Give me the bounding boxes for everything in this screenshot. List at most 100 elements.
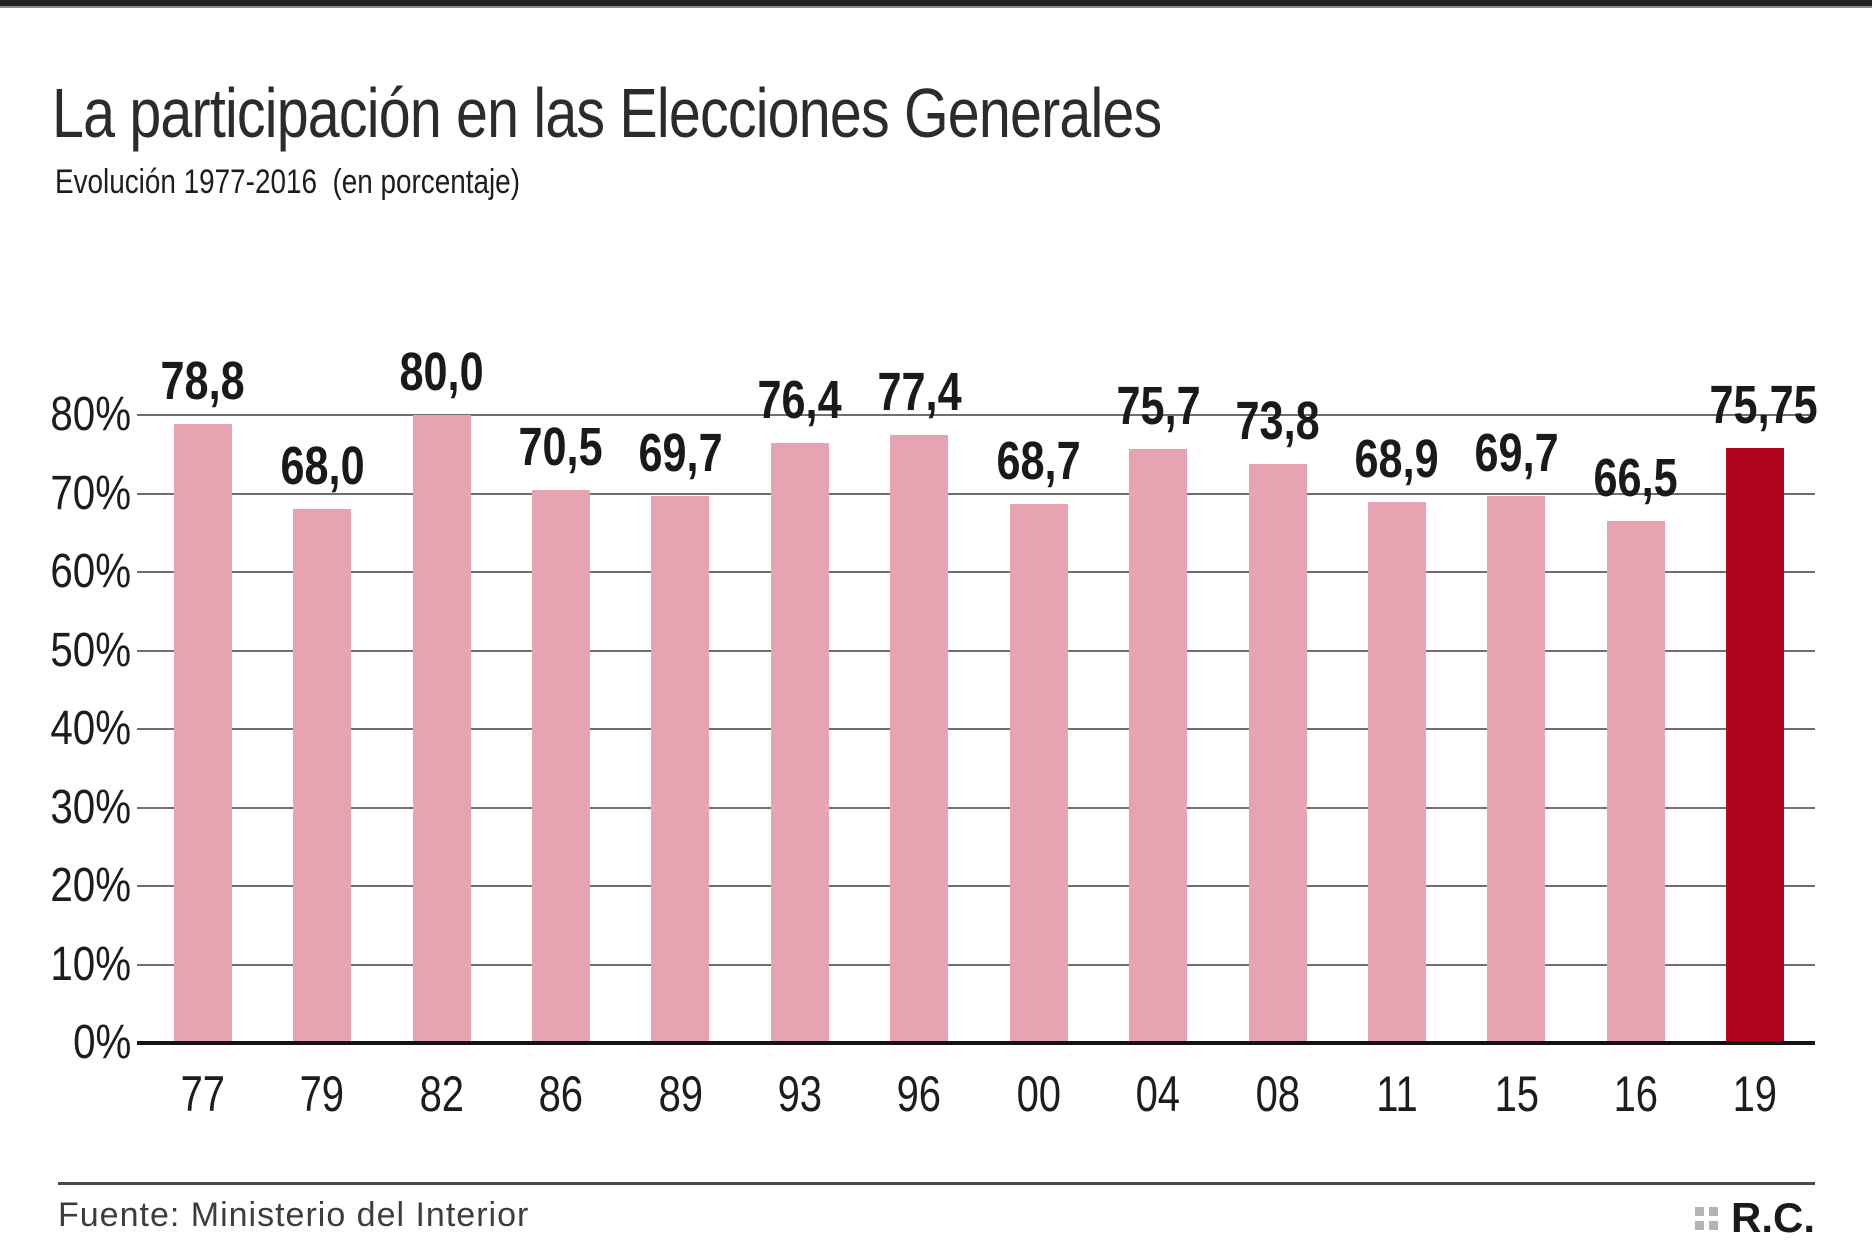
x-axis-label-text: 16 (1613, 1066, 1659, 1122)
bar-value-label: 76,4 (740, 373, 859, 427)
top-border-rule (0, 0, 1872, 8)
y-axis-label: 20% (0, 860, 131, 912)
y-axis-label-text: 50% (50, 623, 131, 677)
x-axis-label-text: 04 (1135, 1066, 1181, 1122)
logo-text: R.C. (1731, 1194, 1815, 1241)
bar-value-label: 78,8 (143, 354, 262, 408)
bar-value-label: 68,9 (1337, 432, 1456, 486)
x-axis-label: 00 (979, 1068, 1098, 1120)
y-axis-label: 60% (0, 546, 131, 598)
bar-value-label: 68,7 (979, 434, 1098, 488)
x-axis-label-text: 77 (180, 1066, 225, 1122)
bar-value-label: 70,5 (501, 420, 620, 474)
x-axis-label: 93 (740, 1068, 859, 1120)
bar-value-label: 66,5 (1576, 451, 1695, 505)
bar-value-text: 78,8 (160, 351, 245, 412)
y-axis-label-text: 0% (72, 1016, 131, 1069)
x-axis-label: 08 (1218, 1068, 1337, 1120)
x-axis-label: 19 (1696, 1068, 1815, 1120)
x-axis-label-text: 82 (419, 1066, 464, 1122)
y-axis-label-text: 30% (50, 780, 131, 834)
x-axis-label: 11 (1337, 1068, 1456, 1120)
x-axis-label-text: 86 (538, 1066, 584, 1122)
y-gridline (137, 571, 1815, 573)
source-text: Fuente: Ministerio del Interior (58, 1196, 529, 1235)
bar-value-text: 77,4 (877, 362, 962, 423)
y-gridline (137, 492, 1815, 495)
bar-value-text: 66,5 (1593, 447, 1678, 508)
bar-value-text: 68,0 (280, 436, 365, 497)
bar-96 (890, 435, 949, 1043)
x-axis-label: 82 (382, 1068, 501, 1120)
x-axis-label-text: 96 (897, 1066, 942, 1122)
bar-value-text: 73,8 (1235, 390, 1320, 451)
bar-value-label: 69,7 (621, 426, 740, 480)
y-axis-label: 50% (0, 623, 131, 677)
y-axis-label: 10% (0, 937, 131, 991)
x-axis-label: 96 (860, 1068, 979, 1120)
x-axis-label: 77 (143, 1068, 262, 1120)
bar-value-label: 68,0 (262, 439, 381, 493)
y-gridline (137, 806, 1815, 809)
bar-value-label: 75,7 (1098, 379, 1217, 433)
y-axis-label: 80% (0, 389, 131, 441)
y-gridline (137, 885, 1815, 887)
bar-value-text: 69,7 (638, 422, 723, 483)
source-text-label: Fuente: Ministerio del Interior (58, 1196, 530, 1234)
y-axis-label: 40% (0, 703, 131, 755)
y-axis-label-text: 20% (50, 859, 131, 912)
x-axis-label-text: 08 (1255, 1066, 1300, 1122)
y-gridline (137, 414, 1815, 416)
y-axis-label-text: 10% (50, 937, 131, 991)
bar-77 (173, 424, 232, 1043)
bar-value-text: 70,5 (518, 416, 604, 477)
y-gridline (137, 649, 1815, 652)
bar-89 (651, 495, 710, 1043)
bar-00 (1009, 503, 1068, 1043)
bar-82 (412, 415, 471, 1043)
bar-value-text: 69,7 (1474, 422, 1559, 483)
bar-11 (1368, 502, 1426, 1043)
x-axis-label-text: 00 (1016, 1066, 1061, 1122)
bar-value-label: 80,0 (382, 345, 501, 399)
x-axis-label: 89 (621, 1068, 740, 1120)
bar-79 (293, 509, 352, 1043)
bar-value-text: 75,7 (1116, 375, 1201, 436)
y-axis-label-text: 80% (50, 388, 131, 441)
rc-logo: R.C. (1695, 1194, 1815, 1242)
x-axis-label-text: 19 (1733, 1066, 1778, 1122)
bar-86 (532, 489, 590, 1043)
bar-value-text: 68,7 (996, 430, 1081, 491)
chart-subtitle: Evolución 1977-2016 (en porcentaje) (55, 163, 622, 202)
bar-value-text: 68,9 (1354, 429, 1440, 490)
y-axis-label: 30% (0, 780, 131, 834)
x-axis-label-text: 15 (1494, 1066, 1539, 1122)
bar-93 (770, 443, 829, 1043)
bar-value-label: 77,4 (860, 365, 979, 419)
x-axis-label-text: 93 (777, 1066, 823, 1122)
bar-value-text: 76,4 (757, 370, 842, 431)
y-axis-label-text: 40% (50, 702, 131, 755)
bar-value-text: 75,75 (1709, 375, 1818, 436)
bar-value-label: 73,8 (1218, 394, 1337, 448)
x-axis-label: 15 (1457, 1068, 1576, 1120)
logo-squares-icon (1695, 1206, 1718, 1230)
y-axis-label-text: 70% (50, 466, 131, 520)
y-gridline (137, 963, 1815, 966)
page-title: La participación en las Elecciones Gener… (52, 73, 1405, 153)
x-axis-label: 79 (262, 1068, 381, 1120)
y-axis-label: 70% (0, 466, 131, 520)
y-gridline (137, 728, 1815, 730)
bar-04 (1129, 448, 1188, 1043)
x-axis-label: 04 (1098, 1068, 1217, 1120)
y-axis-label: 0% (0, 1017, 131, 1069)
bar-value-label: 69,7 (1457, 426, 1576, 480)
y-axis-label-text: 60% (50, 545, 131, 598)
bar-19 (1726, 448, 1785, 1043)
bar-value-text: 80,0 (399, 342, 484, 402)
x-axis-label-text: 79 (299, 1066, 345, 1122)
bar-value-label: 75,75 (1696, 375, 1818, 436)
baseline (137, 1041, 1815, 1045)
x-axis-label: 86 (501, 1068, 620, 1120)
